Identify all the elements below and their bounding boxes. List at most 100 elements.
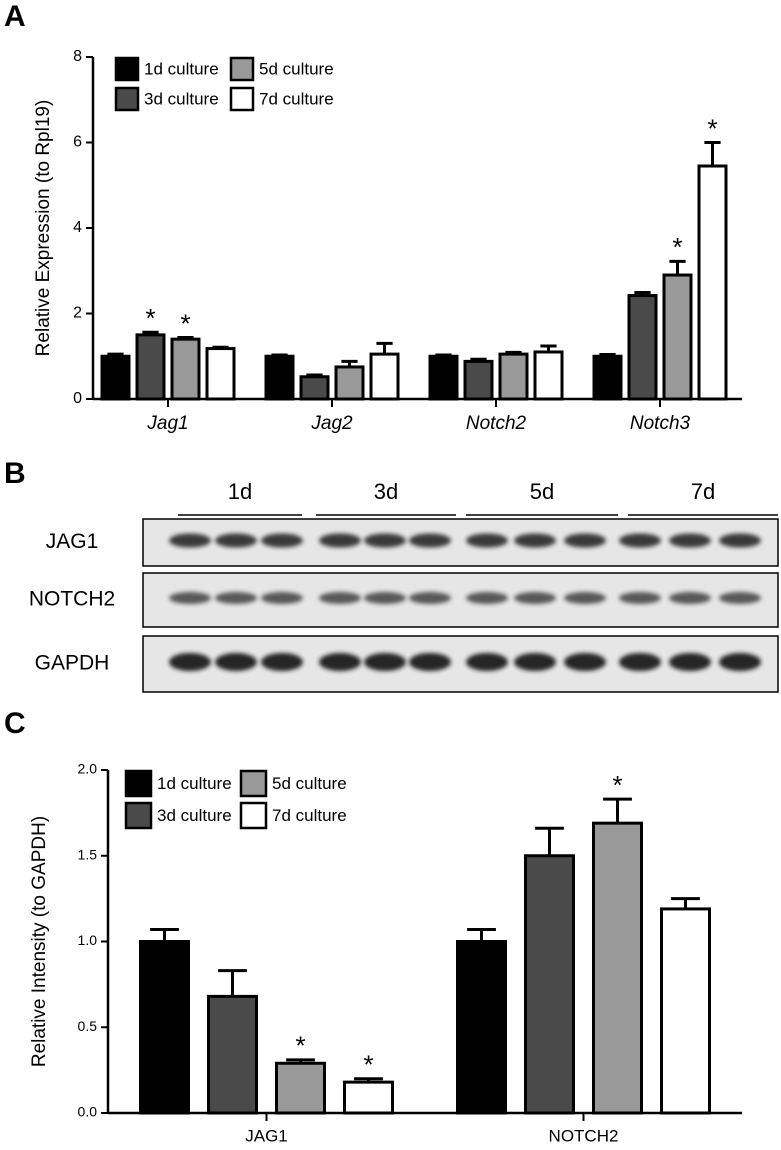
blot-band <box>719 533 761 548</box>
legend-label: 1d culture <box>144 59 219 78</box>
blot-band <box>261 592 303 604</box>
significance-marker: * <box>180 308 190 338</box>
x-tick-label: JAG1 <box>245 1126 288 1145</box>
y-tick-label: 8 <box>73 48 82 65</box>
x-tick-label: NOTCH2 <box>549 1126 619 1145</box>
blot-band <box>669 533 711 548</box>
blot-row-label: JAG1 <box>46 530 99 553</box>
y-tick-label: 0.0 <box>78 1104 98 1120</box>
blot-band <box>364 592 406 604</box>
blot-band <box>169 533 211 548</box>
significance-marker: * <box>612 770 622 800</box>
bar <box>428 354 459 401</box>
bar <box>524 854 575 1115</box>
legend-swatch <box>229 56 255 82</box>
legend-label: 5d culture <box>259 59 334 78</box>
bar <box>592 354 623 401</box>
bar <box>463 359 494 401</box>
blot-band <box>466 653 508 671</box>
blot-band <box>364 533 406 548</box>
bar <box>592 821 643 1115</box>
blot-band <box>261 533 303 548</box>
blot-band <box>514 653 556 671</box>
panel-label: A <box>4 0 26 33</box>
bar <box>697 164 728 401</box>
blot-band <box>466 592 508 604</box>
blot-row-label: NOTCH2 <box>29 588 115 611</box>
lane-label: 7d <box>691 479 715 504</box>
blot-band <box>409 653 451 671</box>
bar <box>299 375 330 401</box>
significance-marker: * <box>363 1050 373 1080</box>
blot-band <box>669 592 711 604</box>
legend-label: 7d culture <box>272 806 347 825</box>
legend-label: 5d culture <box>272 774 347 793</box>
blot-band <box>619 592 661 604</box>
blot-band <box>619 653 661 671</box>
blot-band <box>564 592 606 604</box>
blot-row-label: GAPDH <box>35 652 110 675</box>
legend-label: 1d culture <box>157 774 232 793</box>
blot-band <box>466 533 508 548</box>
bar <box>135 333 166 401</box>
blot-band <box>719 592 761 604</box>
y-axis-label: Relative Expression (to Rpl19) <box>33 100 54 357</box>
y-tick-label: 4 <box>73 219 82 236</box>
blot-band <box>261 653 303 671</box>
legend-swatch <box>124 769 153 798</box>
legend-swatch <box>124 801 153 830</box>
y-axis-label: Relative Intensity (to GAPDH) <box>29 816 50 1067</box>
y-tick-label: 0.5 <box>78 1018 98 1034</box>
blot-band <box>319 592 361 604</box>
bar <box>498 352 529 401</box>
blot-band <box>215 592 257 604</box>
bar <box>627 294 658 401</box>
blot-band <box>364 653 406 671</box>
blot-band <box>619 533 661 548</box>
legend-swatch <box>239 801 268 830</box>
lane-label: 3d <box>374 479 398 504</box>
blot-band <box>409 592 451 604</box>
bar <box>660 907 711 1115</box>
bar <box>343 1080 394 1115</box>
blot-band <box>215 533 257 548</box>
blot-band <box>169 592 211 604</box>
lane-label: 1d <box>228 479 252 504</box>
legend-swatch <box>114 56 140 82</box>
x-tick-label: Jag1 <box>146 413 188 434</box>
bar <box>170 337 201 401</box>
bar <box>662 273 693 401</box>
lane-label: 5d <box>530 479 554 504</box>
blot-band <box>409 533 451 548</box>
legend-swatch <box>239 769 268 798</box>
y-tick-label: 2.0 <box>78 761 98 777</box>
blot-band <box>719 653 761 671</box>
legend-swatch <box>114 86 140 112</box>
bar <box>533 350 564 401</box>
y-tick-label: 1.0 <box>78 932 98 948</box>
legend-swatch <box>229 86 255 112</box>
bar <box>369 352 400 401</box>
blot-band <box>215 653 257 671</box>
bar <box>334 365 365 401</box>
bar <box>207 994 258 1115</box>
bar <box>205 347 236 401</box>
bar <box>275 1061 326 1115</box>
blot-band <box>319 653 361 671</box>
blot-band <box>669 653 711 671</box>
significance-marker: * <box>672 232 682 262</box>
legend-label: 3d culture <box>144 89 219 108</box>
significance-marker: * <box>707 113 717 143</box>
blot-band <box>169 653 211 671</box>
blot-band <box>514 592 556 604</box>
blot-band <box>319 533 361 548</box>
y-tick-label: 1.5 <box>78 846 98 862</box>
bar <box>100 354 131 401</box>
bar <box>264 354 295 401</box>
y-tick-label: 6 <box>73 134 82 151</box>
significance-marker: * <box>145 303 155 333</box>
blot-band <box>514 533 556 548</box>
panel-label: B <box>4 457 26 490</box>
bar <box>139 940 190 1115</box>
